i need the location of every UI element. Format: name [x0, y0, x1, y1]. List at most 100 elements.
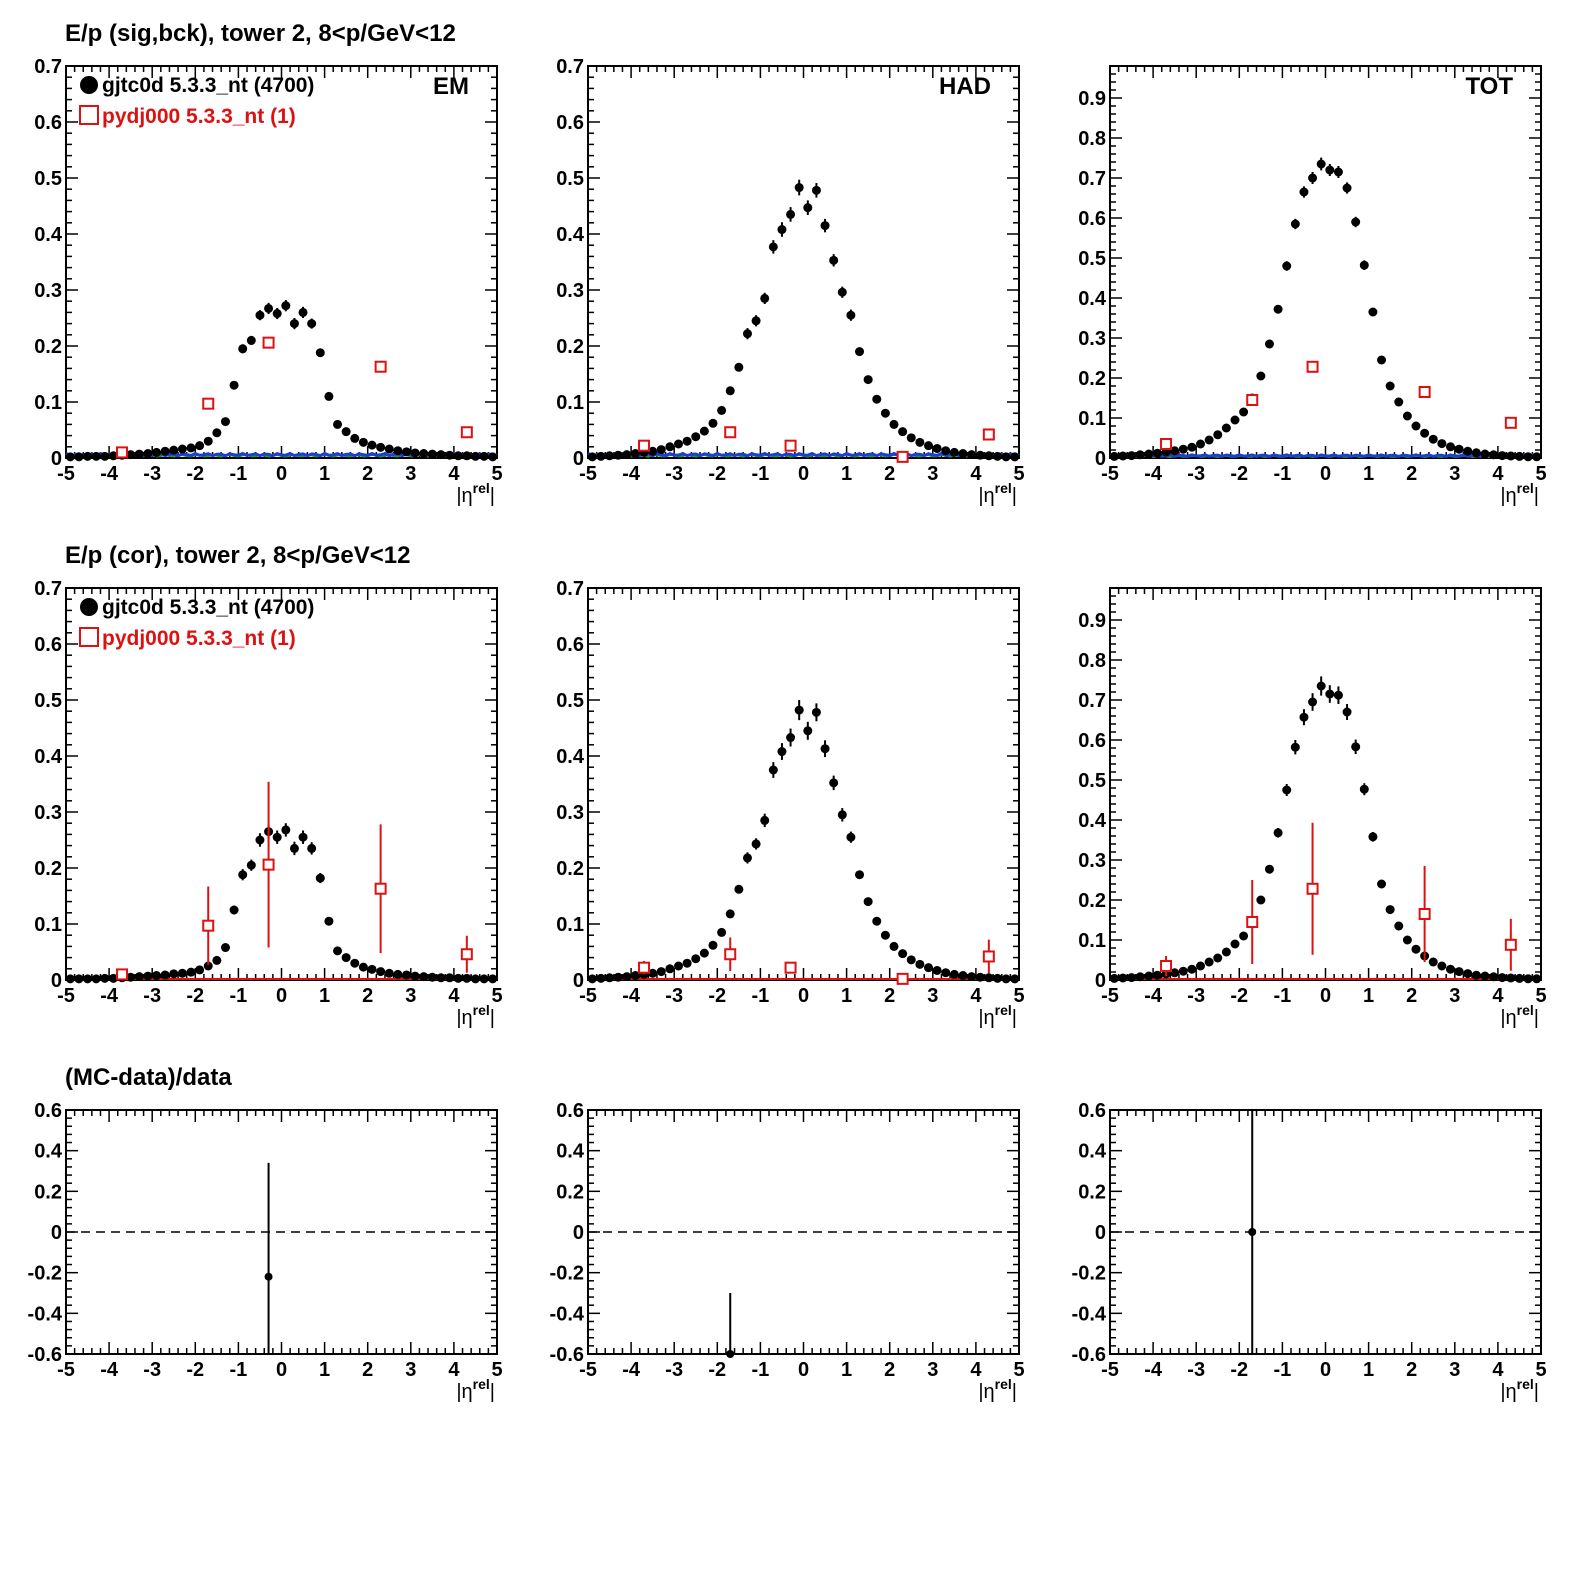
data-point — [803, 203, 813, 213]
data-point — [281, 825, 291, 835]
x-tick-label: 3 — [405, 1359, 416, 1381]
x-axis-label: |ηrel| — [1500, 1376, 1539, 1403]
data-point — [622, 972, 632, 982]
x-tick-label: 0 — [1320, 463, 1331, 485]
data-point — [289, 843, 299, 853]
data-point — [648, 968, 658, 978]
x-axis-label: |ηrel| — [978, 480, 1017, 507]
data-point — [1178, 444, 1188, 454]
data-point — [967, 972, 977, 982]
background-line-blue — [1109, 453, 1542, 458]
data-point — [846, 310, 856, 320]
data-point — [932, 443, 942, 453]
data-point — [958, 971, 968, 981]
data-point — [83, 451, 93, 461]
data-point — [203, 961, 213, 971]
data-point — [1325, 165, 1335, 175]
data-point — [427, 449, 437, 459]
data-point — [1178, 966, 1188, 976]
background-line-blue — [587, 451, 1020, 458]
data-point — [1196, 961, 1206, 971]
data-point — [1333, 690, 1343, 700]
y-tick-label: 0 — [51, 970, 62, 992]
x-tick-label: 2 — [1406, 985, 1417, 1007]
y-tick-label: -0.4 — [28, 1303, 63, 1325]
data-point — [1359, 784, 1369, 794]
data-point — [1299, 187, 1309, 197]
y-tick-label: 0.7 — [556, 578, 584, 600]
data-point — [1282, 261, 1292, 271]
y-tick-label: 0.9 — [1078, 610, 1106, 632]
legend-data-label: gjtc0d 5.3.3_nt (4700) — [102, 74, 314, 97]
data-point — [923, 963, 933, 973]
x-tick-label: -5 — [579, 1359, 597, 1381]
data-point — [898, 427, 908, 437]
x-tick-label: -5 — [579, 463, 597, 485]
data-point — [898, 949, 908, 959]
data-point — [665, 964, 675, 974]
mc-point — [262, 858, 275, 871]
y-tick-label: 0.4 — [34, 1141, 63, 1163]
y-tick-label: 0.2 — [556, 1181, 584, 1203]
data-point — [169, 445, 179, 455]
mc-point — [638, 961, 651, 974]
data-point — [1437, 439, 1447, 449]
data-point — [1514, 973, 1524, 983]
x-tick-label: -1 — [752, 463, 770, 485]
x-tick-label: 5 — [1535, 463, 1546, 485]
data-point — [1135, 450, 1145, 460]
y-tick-label: 0.4 — [34, 746, 63, 768]
data-point — [889, 419, 899, 429]
y-tick-label: 0.5 — [556, 168, 584, 190]
y-tick-label: 0.8 — [1078, 128, 1106, 150]
data-point — [837, 287, 847, 297]
x-tick-label: 2 — [884, 463, 895, 485]
data-point — [923, 441, 933, 451]
y-tick-label: 0.1 — [556, 392, 584, 414]
y-tick-label: 0 — [1095, 970, 1106, 992]
x-tick-label: 0 — [798, 463, 809, 485]
mc-point — [896, 972, 909, 985]
data-point — [1394, 921, 1404, 931]
data-point — [1273, 828, 1283, 838]
data-point — [358, 437, 368, 447]
data-point — [992, 451, 1002, 461]
data-point — [367, 964, 377, 974]
data-point — [1480, 971, 1490, 981]
x-axis-label: |ηrel| — [1500, 1002, 1539, 1029]
data-point — [1480, 449, 1490, 459]
x-tick-label: 0 — [276, 463, 287, 485]
x-tick-label: -1 — [1274, 463, 1292, 485]
x-tick-label: -5 — [1101, 985, 1119, 1007]
data-point — [195, 441, 205, 451]
data-point — [1118, 973, 1128, 983]
x-tick-label: -1 — [752, 985, 770, 1007]
mc-point — [202, 919, 215, 932]
x-tick-label: -3 — [143, 463, 161, 485]
data-point — [143, 449, 153, 459]
data-point — [725, 386, 735, 396]
data-point — [65, 452, 75, 462]
data-point — [1239, 931, 1249, 941]
data-point — [1152, 970, 1162, 980]
y-tick-label: 0.7 — [1078, 168, 1106, 190]
x-tick-label: 2 — [884, 1359, 895, 1381]
data-point — [220, 417, 230, 427]
x-tick-label: 5 — [1535, 1359, 1546, 1381]
mc-point — [724, 426, 737, 439]
data-point — [220, 943, 230, 953]
data-point — [1264, 864, 1274, 874]
data-point — [1523, 974, 1533, 984]
data-point — [1445, 964, 1455, 974]
data-point — [1010, 452, 1020, 462]
data-point — [177, 968, 187, 978]
data-point — [1463, 969, 1473, 979]
data-point — [734, 362, 744, 372]
y-tick-label: 0.6 — [1078, 730, 1106, 752]
y-tick-label: 0.5 — [1078, 770, 1106, 792]
x-tick-label: 5 — [491, 985, 502, 1007]
data-point — [272, 832, 282, 842]
data-point — [203, 436, 213, 446]
x-tick-label: -5 — [57, 1359, 75, 1381]
data-point — [872, 394, 882, 404]
